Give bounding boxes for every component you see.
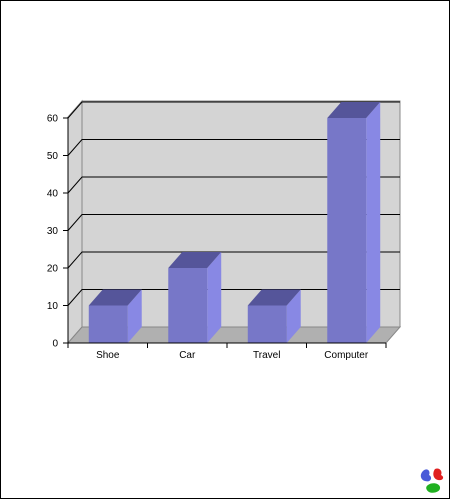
- bar-top: [327, 102, 381, 118]
- bar: [247, 289, 301, 343]
- bar-side: [127, 289, 142, 343]
- bar-front: [88, 305, 128, 343]
- bar: [327, 102, 381, 343]
- bar-side: [366, 102, 381, 343]
- gridline: [67, 251, 400, 269]
- bar-front: [327, 118, 367, 343]
- gridline: [67, 101, 400, 119]
- bar-front: [247, 305, 287, 343]
- axes: [63, 117, 387, 348]
- y-tick-label: 30: [47, 226, 59, 237]
- bar-top: [168, 252, 222, 268]
- gridlines: [67, 101, 400, 306]
- gridline: [67, 139, 400, 156]
- bar-top: [88, 289, 142, 306]
- x-axis-category-labels: Shoe Car Travel Computer: [96, 350, 369, 361]
- logo-red-blob: [433, 468, 444, 481]
- x-category-label: Shoe: [96, 350, 120, 361]
- y-tick-label: 20: [47, 264, 59, 275]
- bar-side: [207, 252, 222, 343]
- y-tick-label: 60: [47, 114, 59, 125]
- y-axis-tick-labels: 0 10 20 30 40 50 60: [47, 114, 59, 350]
- colorful-blob-logo-icon: [420, 468, 444, 493]
- y-tick-label: 10: [47, 301, 59, 312]
- y-tick-label: 0: [52, 339, 58, 350]
- x-category-label: Computer: [324, 350, 369, 361]
- logo-blue-blob: [420, 469, 432, 482]
- bar-front: [168, 268, 208, 343]
- bar-top: [247, 289, 301, 306]
- y-tick-label: 40: [47, 189, 59, 200]
- gridline: [67, 214, 400, 231]
- logo-green-blob: [426, 483, 441, 493]
- x-category-label: Travel: [253, 350, 280, 361]
- bar: [168, 252, 222, 343]
- bars: [88, 102, 381, 343]
- bar-side: [286, 289, 301, 343]
- gridline: [67, 176, 400, 194]
- y-tick-label: 50: [47, 151, 59, 162]
- bar: [88, 289, 142, 343]
- x-category-label: Car: [179, 350, 196, 361]
